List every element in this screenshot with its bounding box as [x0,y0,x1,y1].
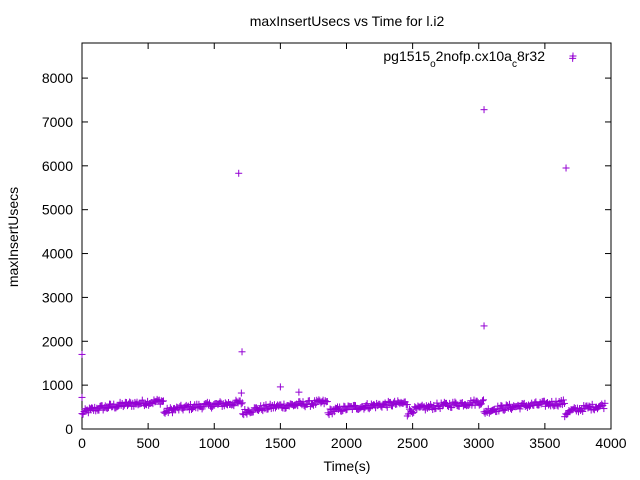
data-point [205,399,213,407]
data-point [598,400,606,408]
x-axis-ticks: 0 500 1000 1500 2000 2500 3000 3500 4000 [78,43,627,451]
x-tick-label: 4000 [595,435,626,451]
data-point [446,399,454,407]
data-point [409,409,417,417]
data-point-outlier [295,388,303,396]
legend-marker [569,52,577,60]
chart-title: maxInsertUsecs vs Time for l.i2 [250,13,445,29]
y-tick-label: 8000 [42,70,73,86]
data-point [505,400,513,408]
y-axis-label: maxInsertUsecs [5,187,21,287]
data-point [166,404,174,412]
data-point [498,402,506,410]
data-point [601,399,609,407]
data-point [386,398,394,406]
data-point [501,405,509,413]
data-point-outlier [78,350,86,358]
y-tick-label: 0 [65,421,73,437]
data-point [119,403,127,411]
data-point [365,405,373,413]
data-point [389,402,397,410]
x-tick-label: 0 [78,435,86,451]
x-tick-label: 2000 [331,435,362,451]
data-point [351,402,359,410]
data-point [237,400,245,408]
y-tick-label: 5000 [42,202,73,218]
data-point-outlier [562,164,570,172]
data-point [249,408,257,416]
data-point [168,409,176,417]
x-tick-label: 1000 [199,435,230,451]
legend: pg1515o2nofp.cx10ac8r32 [383,48,577,70]
data-point [159,397,167,405]
data-point [559,396,567,404]
y-tick-label: 6000 [42,158,73,174]
data-point [241,405,249,413]
x-tick-label: 2500 [397,435,428,451]
data-point [497,401,505,409]
x-tick-label: 3500 [529,435,560,451]
y-axis-ticks: 0 1000 2000 3000 4000 5000 6000 7000 8000 [42,70,611,437]
legend-label-part: pg1515 [383,48,430,64]
legend-label-part: 8r32 [517,48,545,64]
y-tick-label: 3000 [42,289,73,305]
data-point [326,405,334,413]
plot-area-frame [81,42,612,430]
x-tick-label: 3000 [463,435,494,451]
data-point [138,396,146,404]
data-point [516,405,524,413]
data-point [553,401,561,409]
legend-label-part: 2nofp.cx10a [436,48,512,64]
legend-label-part: c [512,59,517,70]
data-point [161,409,169,417]
data-point [324,409,332,417]
data-point-outlier [237,389,245,397]
y-tick-label: 7000 [42,114,73,130]
x-axis-label: Time(s) [324,458,371,474]
data-point-outlier [480,322,488,330]
data-point [563,411,571,419]
data-point [323,398,331,406]
data-point [325,411,333,419]
data-point [280,400,288,408]
data-point-outlier [235,169,243,177]
data-point-outlier [78,393,86,401]
data-point-outlier [238,348,246,356]
y-tick-label: 4000 [42,246,73,262]
data-point [84,409,92,417]
x-tick-label: 1500 [265,435,296,451]
data-point-outlier [480,106,488,114]
y-tick-label: 1000 [42,377,73,393]
data-point [585,402,593,410]
data-point [495,407,503,415]
data-point [338,407,346,415]
data-point [500,406,508,414]
data-point [103,404,111,412]
data-point [238,399,246,407]
y-tick-label: 2000 [42,333,73,349]
data-point [189,404,197,412]
data-point [560,399,568,407]
data-point [480,396,488,404]
legend-label: pg1515o2nofp.cx10ac8r32 [383,48,545,70]
data-point [478,397,486,405]
data-points [78,54,609,421]
data-point [410,408,418,416]
data-point [339,407,347,415]
data-point-outlier [276,383,284,391]
data-point [473,397,481,405]
data-point [588,400,596,408]
data-point [403,401,411,409]
data-point [477,400,485,408]
legend-label-part: o [430,59,436,70]
x-tick-label: 500 [136,435,160,451]
data-point [383,403,391,411]
data-point [600,405,608,413]
